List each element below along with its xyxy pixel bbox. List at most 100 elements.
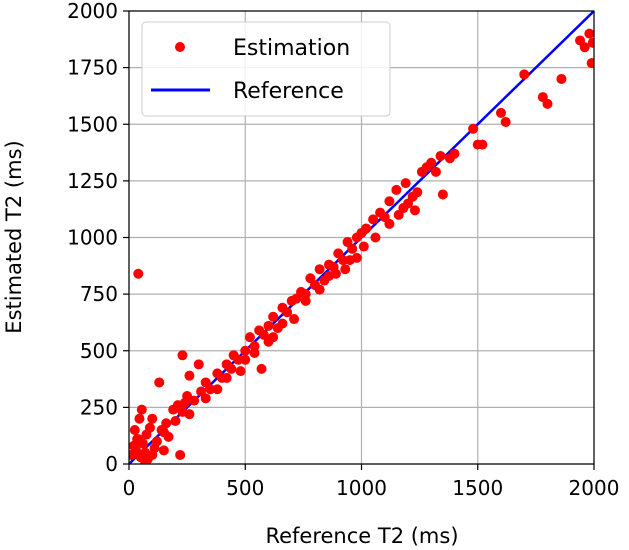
estimation-point (584, 28, 594, 39)
legend-reference-label: Reference (233, 79, 344, 104)
y-tick-label: 0 (105, 452, 118, 476)
legend: Estimation Reference (141, 21, 391, 117)
estimation-point (314, 264, 325, 275)
estimation-point (368, 214, 379, 225)
estimation-point (226, 363, 237, 374)
estimation-point (147, 449, 158, 460)
estimation-point (177, 350, 188, 361)
estimation-point (133, 434, 144, 445)
estimation-point (189, 395, 200, 406)
estimation-point (221, 372, 232, 383)
estimation-point (477, 139, 488, 150)
x-tick-label: 2000 (569, 476, 620, 500)
estimation-point (496, 107, 506, 118)
estimation-point (168, 404, 179, 415)
estimation-point (361, 223, 372, 234)
estimation-point (163, 431, 174, 442)
estimation-point (170, 415, 181, 426)
estimation-point (129, 425, 140, 436)
y-tick-label: 750 (80, 282, 118, 306)
estimation-point (556, 73, 567, 84)
y-tick-label: 250 (80, 395, 118, 419)
estimation-point (136, 404, 147, 415)
legend-estimation-label: Estimation (233, 36, 350, 61)
estimation-point (249, 348, 260, 359)
x-axis-label: Reference T2 (ms) (265, 524, 458, 548)
y-tick-label: 1250 (67, 169, 118, 193)
y-axis-label: Estimated T2 (ms) (2, 140, 26, 333)
estimation-point (147, 413, 158, 424)
estimation-point (263, 320, 274, 331)
estimation-point (151, 436, 162, 447)
estimation-point (277, 318, 288, 329)
estimation-point (179, 397, 190, 408)
legend-box (141, 21, 391, 117)
x-axis-ticks: 0 500 1000 1500 2000 (123, 464, 620, 500)
estimation-point (337, 255, 348, 266)
estimation-point (579, 42, 590, 53)
estimation-point (144, 422, 155, 433)
estimation-point (468, 123, 479, 134)
y-tick-label: 1500 (67, 112, 118, 136)
estimation-point (430, 166, 441, 177)
estimation-point (409, 205, 420, 216)
estimation-point (586, 58, 594, 69)
estimation-point (140, 456, 151, 464)
estimation-point (268, 311, 279, 322)
x-tick-label: 0 (123, 476, 136, 500)
y-tick-label: 1000 (67, 226, 118, 250)
estimation-point (263, 336, 274, 347)
estimation-point (340, 264, 351, 275)
estimation-point (175, 449, 186, 460)
y-tick-label: 500 (80, 339, 118, 363)
estimation-point (158, 445, 169, 456)
estimation-point (435, 150, 446, 161)
estimation-point (370, 232, 381, 243)
y-tick-label: 2000 (67, 0, 118, 23)
estimation-point (384, 196, 395, 207)
estimation-point (161, 418, 172, 429)
estimation-point (426, 157, 437, 168)
estimation-point (437, 189, 448, 200)
estimation-point (134, 413, 145, 424)
estimation-point (205, 384, 216, 395)
legend-estimation-marker (175, 42, 185, 52)
estimation-point (240, 345, 251, 356)
estimation-point (256, 363, 267, 374)
estimation-point (212, 384, 223, 395)
estimation-point (347, 243, 358, 254)
estimation-point (193, 359, 204, 370)
estimation-point (400, 178, 411, 189)
estimation-point (184, 409, 195, 420)
estimation-point (449, 148, 460, 159)
estimation-point (184, 370, 195, 381)
estimation-point (240, 354, 251, 365)
estimation-point (412, 187, 423, 198)
y-axis-ticks: 0 250 500 750 1000 1250 1500 1750 2000 (67, 0, 129, 476)
estimation-point (391, 184, 402, 195)
estimation-point (282, 307, 293, 318)
estimation-point (519, 69, 530, 80)
estimation-point (235, 366, 246, 377)
estimation-point (358, 241, 369, 252)
estimation-point (244, 332, 255, 343)
estimation-point (133, 268, 144, 279)
x-tick-label: 1500 (452, 476, 503, 500)
estimation-point (323, 271, 334, 282)
estimation-point (500, 116, 511, 127)
estimation-point (154, 377, 165, 388)
estimation-point (384, 218, 395, 229)
estimation-point (344, 255, 355, 266)
estimation-point (233, 354, 244, 365)
estimation-point (200, 393, 211, 404)
estimation-points-series (129, 28, 594, 464)
estimation-point (300, 295, 311, 306)
x-tick-label: 500 (226, 476, 264, 500)
estimation-point (542, 98, 553, 109)
estimation-point (587, 37, 594, 48)
estimation-point (289, 314, 300, 325)
x-tick-label: 1000 (336, 476, 387, 500)
y-tick-label: 1750 (67, 56, 118, 80)
estimation-point (314, 284, 325, 295)
